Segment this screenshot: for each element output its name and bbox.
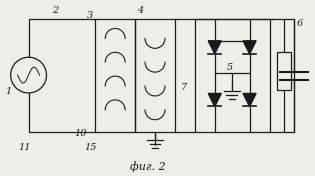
Text: 11: 11 bbox=[18, 143, 31, 152]
Text: 1: 1 bbox=[5, 87, 12, 96]
Polygon shape bbox=[243, 93, 256, 106]
Polygon shape bbox=[208, 41, 221, 54]
Text: 6: 6 bbox=[297, 19, 303, 28]
Bar bbox=[95, 18, 135, 132]
Polygon shape bbox=[208, 93, 221, 106]
Text: 10: 10 bbox=[74, 129, 87, 138]
Text: 4: 4 bbox=[137, 6, 143, 15]
Text: 5: 5 bbox=[226, 62, 233, 72]
Bar bbox=[278, 52, 291, 90]
Text: 15: 15 bbox=[84, 143, 96, 152]
Polygon shape bbox=[243, 41, 256, 54]
Bar bbox=[195, 18, 270, 132]
Bar bbox=[135, 18, 175, 132]
Text: фиг. 2: фиг. 2 bbox=[130, 161, 166, 172]
Text: 7: 7 bbox=[181, 83, 187, 93]
Text: 2: 2 bbox=[53, 6, 59, 15]
Text: 3: 3 bbox=[87, 11, 93, 20]
